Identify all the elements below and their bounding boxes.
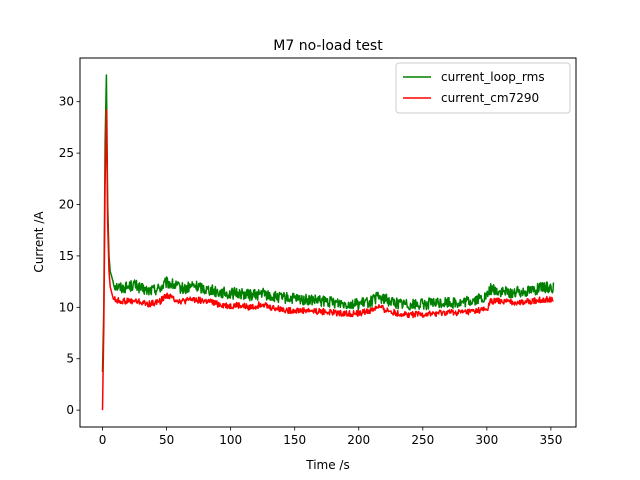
x-tick-label: 350 xyxy=(539,433,562,447)
x-tick-label: 150 xyxy=(283,433,306,447)
x-tick-label: 100 xyxy=(219,433,242,447)
x-axis-ticks: 0 50 100 150 200 250 300 350 xyxy=(99,427,562,447)
legend-label: current_loop_rms xyxy=(441,70,545,84)
y-tick-label: 5 xyxy=(66,352,74,366)
legend-box xyxy=(395,62,571,114)
x-tick-label: 0 xyxy=(99,433,107,447)
chart-title: M7 no-load test xyxy=(273,38,383,54)
axes-frame xyxy=(79,57,577,428)
series-line-current-cm7290 xyxy=(101,109,554,411)
y-tick-label: 15 xyxy=(59,249,74,263)
x-tick-label: 50 xyxy=(159,433,174,447)
x-tick-label: 250 xyxy=(411,433,434,447)
x-tick-label: 200 xyxy=(347,433,370,447)
y-axis-ticks: 0 5 10 15 20 25 30 xyxy=(59,95,80,417)
x-axis-label: Time /s xyxy=(305,458,349,472)
series-layer xyxy=(101,74,555,411)
x-tick-label: 300 xyxy=(475,433,498,447)
y-axis-label: Current /A xyxy=(32,211,46,273)
legend: current_loop_rms current_cm7290 xyxy=(395,62,571,114)
y-tick-label: 30 xyxy=(59,95,74,109)
legend-label: current_cm7290 xyxy=(441,91,539,105)
y-tick-label: 25 xyxy=(59,146,74,160)
series-line-current-loop-rms xyxy=(101,74,555,373)
y-tick-label: 10 xyxy=(59,300,74,314)
y-tick-label: 20 xyxy=(59,198,74,212)
y-tick-label: 0 xyxy=(66,403,74,417)
plot-area: 0 50 100 150 200 250 300 350 0 5 10 15 20 25 30 xyxy=(59,57,577,447)
